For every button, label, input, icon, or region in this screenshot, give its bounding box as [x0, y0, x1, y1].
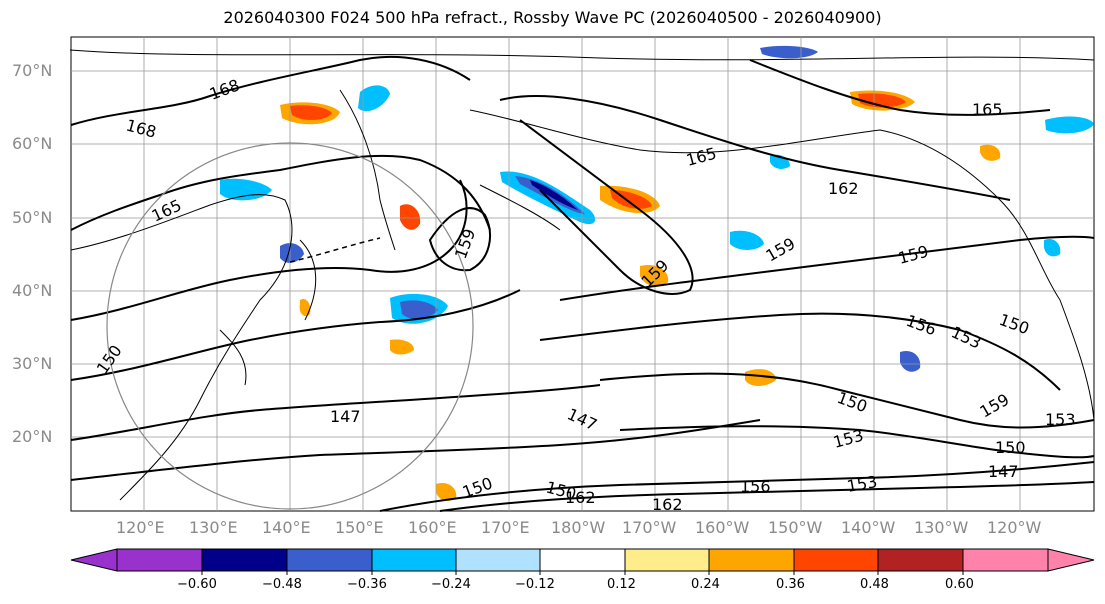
- shading-positive: [400, 204, 421, 230]
- colorbar-extend-low: [70, 548, 118, 572]
- colorbar-segment: [455, 548, 541, 572]
- anomaly-shading: [220, 45, 1094, 501]
- lat-label-40n: 40°N: [12, 281, 53, 300]
- colorbar-tick-label: −0.12: [515, 577, 555, 592]
- colorbar: [70, 548, 1095, 575]
- lat-label-20n: 20°N: [12, 427, 53, 446]
- shading-negative: [900, 350, 921, 372]
- lon-label-120w: 120°W: [987, 518, 1042, 537]
- lon-label-140w: 140°W: [841, 518, 896, 537]
- colorbar-segment: [708, 548, 795, 572]
- shading-negative: [299, 298, 311, 317]
- colorbar-tick-label: 0.12: [607, 577, 636, 592]
- graticule: [71, 37, 1094, 511]
- contour-label: 162: [565, 488, 596, 507]
- shading-positive: [640, 264, 669, 287]
- contour-label: 147: [988, 462, 1019, 481]
- lat-label-50n: 50°N: [12, 208, 53, 227]
- contour-label: 153: [1045, 410, 1076, 429]
- lon-label-130e: 130°E: [189, 518, 238, 537]
- contour-label: 162: [652, 495, 683, 514]
- contour-label: 165: [972, 100, 1003, 119]
- contour-label: 162: [828, 179, 859, 198]
- shading-positive-strong: [858, 93, 906, 108]
- lon-label-170e: 170°E: [481, 518, 530, 537]
- colorbar-tick-label: 0.48: [860, 577, 889, 592]
- shading-positive: [390, 339, 414, 355]
- height-contours: [70, 55, 1095, 512]
- map-title: 2026040300 F024 500 hPa refract., Rossby…: [223, 8, 882, 27]
- colorbar-tick-label: −0.60: [177, 577, 217, 592]
- shading-positive-strong: [290, 105, 332, 121]
- colorbar-segment: [624, 548, 710, 572]
- shading-negative: [358, 85, 390, 112]
- shading-negative: [1044, 238, 1061, 257]
- colorbar-tick-label: −0.48: [262, 577, 302, 592]
- lat-label-60n: 60°N: [12, 134, 53, 153]
- shading-negative: [1045, 116, 1094, 134]
- shading-negative-strong: [400, 300, 438, 319]
- shading-negative: [760, 45, 818, 59]
- lon-label-130w: 130°W: [914, 518, 969, 537]
- lon-label-180w: 180°W: [551, 518, 606, 537]
- colorbar-segment: [371, 548, 457, 572]
- shading-positive: [980, 144, 1001, 161]
- shading-positive: [745, 369, 776, 386]
- contour-label: 150: [995, 438, 1026, 457]
- dashed-contour: [289, 237, 381, 263]
- map-frame: [70, 36, 1095, 512]
- reference-circle: [106, 142, 474, 510]
- colorbar-segment: [201, 548, 288, 572]
- contour-label: 147: [330, 407, 361, 426]
- lat-label-70n: 70°N: [12, 61, 53, 80]
- colorbar-segment: [286, 548, 373, 572]
- contour-label: 156: [740, 477, 771, 496]
- colorbar-tick-label: 0.24: [691, 577, 720, 592]
- lon-label-150e: 150°E: [335, 518, 384, 537]
- shading-negative-core: [530, 180, 578, 210]
- colorbar-tick-label: −0.36: [347, 577, 387, 592]
- lon-label-120e: 120°E: [116, 518, 165, 537]
- colorbar-tick-label: 0.60: [945, 577, 974, 592]
- colorbar-segment: [539, 548, 626, 572]
- lat-label-30n: 30°N: [12, 354, 53, 373]
- shading-positive: [436, 482, 457, 501]
- colorbar-segment: [962, 548, 1049, 572]
- lon-label-140e: 140°E: [262, 518, 311, 537]
- colorbar-segment: [793, 548, 879, 572]
- colorbar-tick-label: 0.36: [776, 577, 805, 592]
- colorbar-tick-label: −0.24: [431, 577, 471, 592]
- lon-label-170w: 170°W: [622, 518, 677, 537]
- colorbar-segment: [877, 548, 964, 572]
- lon-label-150w: 150°W: [768, 518, 823, 537]
- shading-negative: [280, 243, 304, 263]
- lon-label-160e: 160°E: [408, 518, 457, 537]
- lon-label-160w: 160°W: [695, 518, 750, 537]
- colorbar-segment: [116, 548, 203, 572]
- shading-negative: [730, 230, 764, 250]
- colorbar-extend-high: [1047, 548, 1095, 572]
